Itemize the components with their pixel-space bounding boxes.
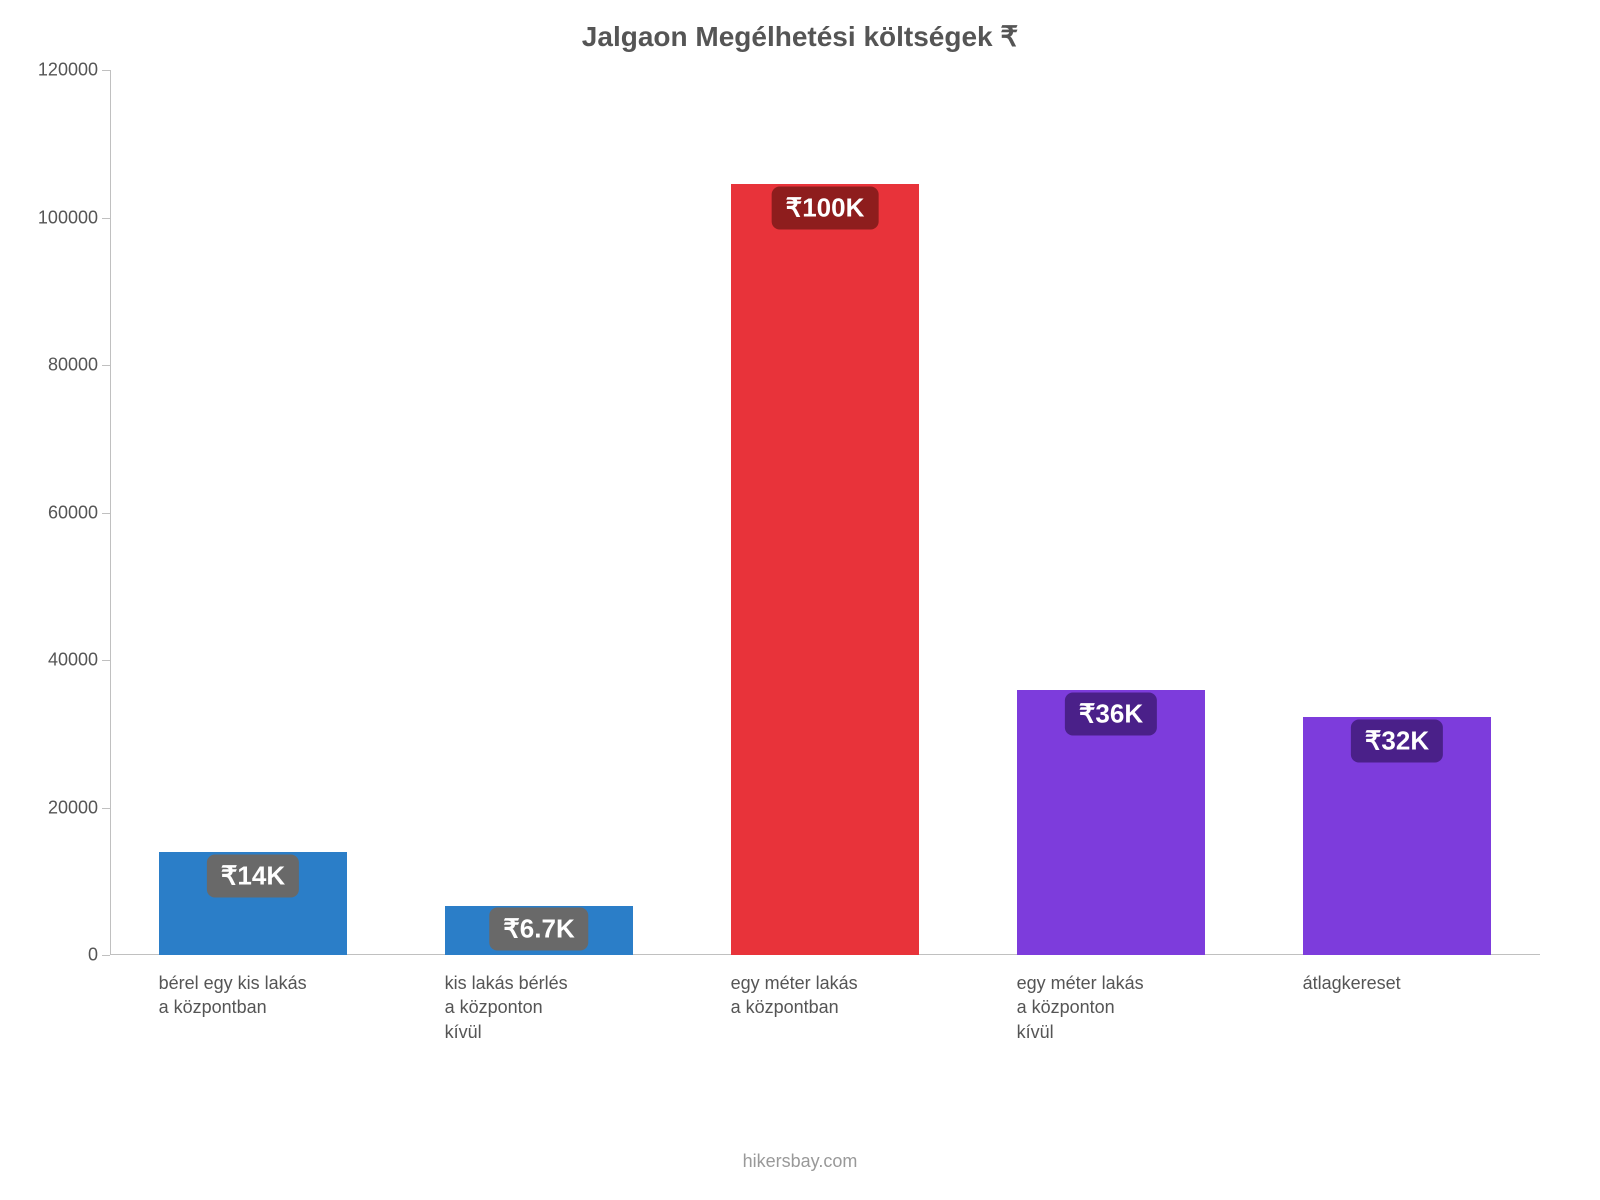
x-tick-label: kis lakás bérlés a központon kívül — [445, 955, 634, 1044]
bar-value-badge: ₹32K — [1351, 719, 1443, 762]
y-tick-label: 20000 — [48, 797, 110, 818]
x-tick-label: egy méter lakás a központon kívül — [1017, 955, 1206, 1044]
bar-value-badge: ₹36K — [1065, 692, 1157, 735]
x-tick-label: átlagkereset — [1303, 955, 1492, 995]
credit-text: hikersbay.com — [0, 1151, 1600, 1172]
bars-group: ₹14K ₹6.7K ₹100K ₹36K ₹32K — [110, 70, 1540, 955]
bar-value-badge: ₹100K — [772, 187, 879, 230]
bar-value-badge: ₹6.7K — [489, 908, 588, 951]
y-tick-label: 100000 — [38, 207, 110, 228]
y-tick-label: 120000 — [38, 60, 110, 81]
y-tick-label: 0 — [88, 945, 110, 966]
x-tick-label: egy méter lakás a központban — [731, 955, 920, 1020]
bar — [731, 184, 920, 955]
plot-area: ₹14K₹6.7K₹100K₹36K₹32K 02000040000600008… — [110, 70, 1540, 955]
chart-title: Jalgaon Megélhetési költségek ₹ — [0, 20, 1600, 53]
x-tick-label: bérel egy kis lakás a központban — [159, 955, 348, 1020]
y-tick-label: 40000 — [48, 650, 110, 671]
y-tick-label: 80000 — [48, 355, 110, 376]
bar-value-badge: ₹14K — [207, 854, 299, 897]
chart-container: Jalgaon Megélhetési költségek ₹ ₹14K ₹6.7… — [0, 0, 1600, 1200]
y-tick-label: 60000 — [48, 502, 110, 523]
